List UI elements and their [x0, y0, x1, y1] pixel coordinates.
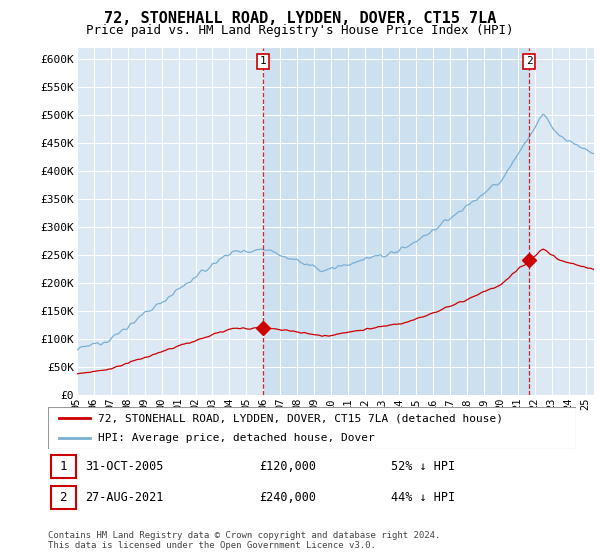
Text: Contains HM Land Registry data © Crown copyright and database right 2024.
This d: Contains HM Land Registry data © Crown c… [48, 531, 440, 550]
Text: 72, STONEHALL ROAD, LYDDEN, DOVER, CT15 7LA: 72, STONEHALL ROAD, LYDDEN, DOVER, CT15 … [104, 11, 496, 26]
Text: 1: 1 [260, 57, 267, 67]
Text: HPI: Average price, detached house, Dover: HPI: Average price, detached house, Dove… [98, 433, 375, 443]
FancyBboxPatch shape [50, 455, 76, 478]
Text: 52% ↓ HPI: 52% ↓ HPI [391, 460, 455, 473]
Text: 44% ↓ HPI: 44% ↓ HPI [391, 491, 455, 504]
FancyBboxPatch shape [50, 486, 76, 509]
Text: 31-OCT-2005: 31-OCT-2005 [85, 460, 163, 473]
Text: 72, STONEHALL ROAD, LYDDEN, DOVER, CT15 7LA (detached house): 72, STONEHALL ROAD, LYDDEN, DOVER, CT15 … [98, 413, 503, 423]
Text: 27-AUG-2021: 27-AUG-2021 [85, 491, 163, 504]
Text: 2: 2 [526, 57, 532, 67]
Text: Price paid vs. HM Land Registry's House Price Index (HPI): Price paid vs. HM Land Registry's House … [86, 24, 514, 36]
Bar [263, 48, 529, 395]
Text: 1: 1 [59, 460, 67, 473]
Text: £120,000: £120,000 [259, 460, 316, 473]
Text: 2: 2 [59, 491, 67, 504]
Text: £240,000: £240,000 [259, 491, 316, 504]
